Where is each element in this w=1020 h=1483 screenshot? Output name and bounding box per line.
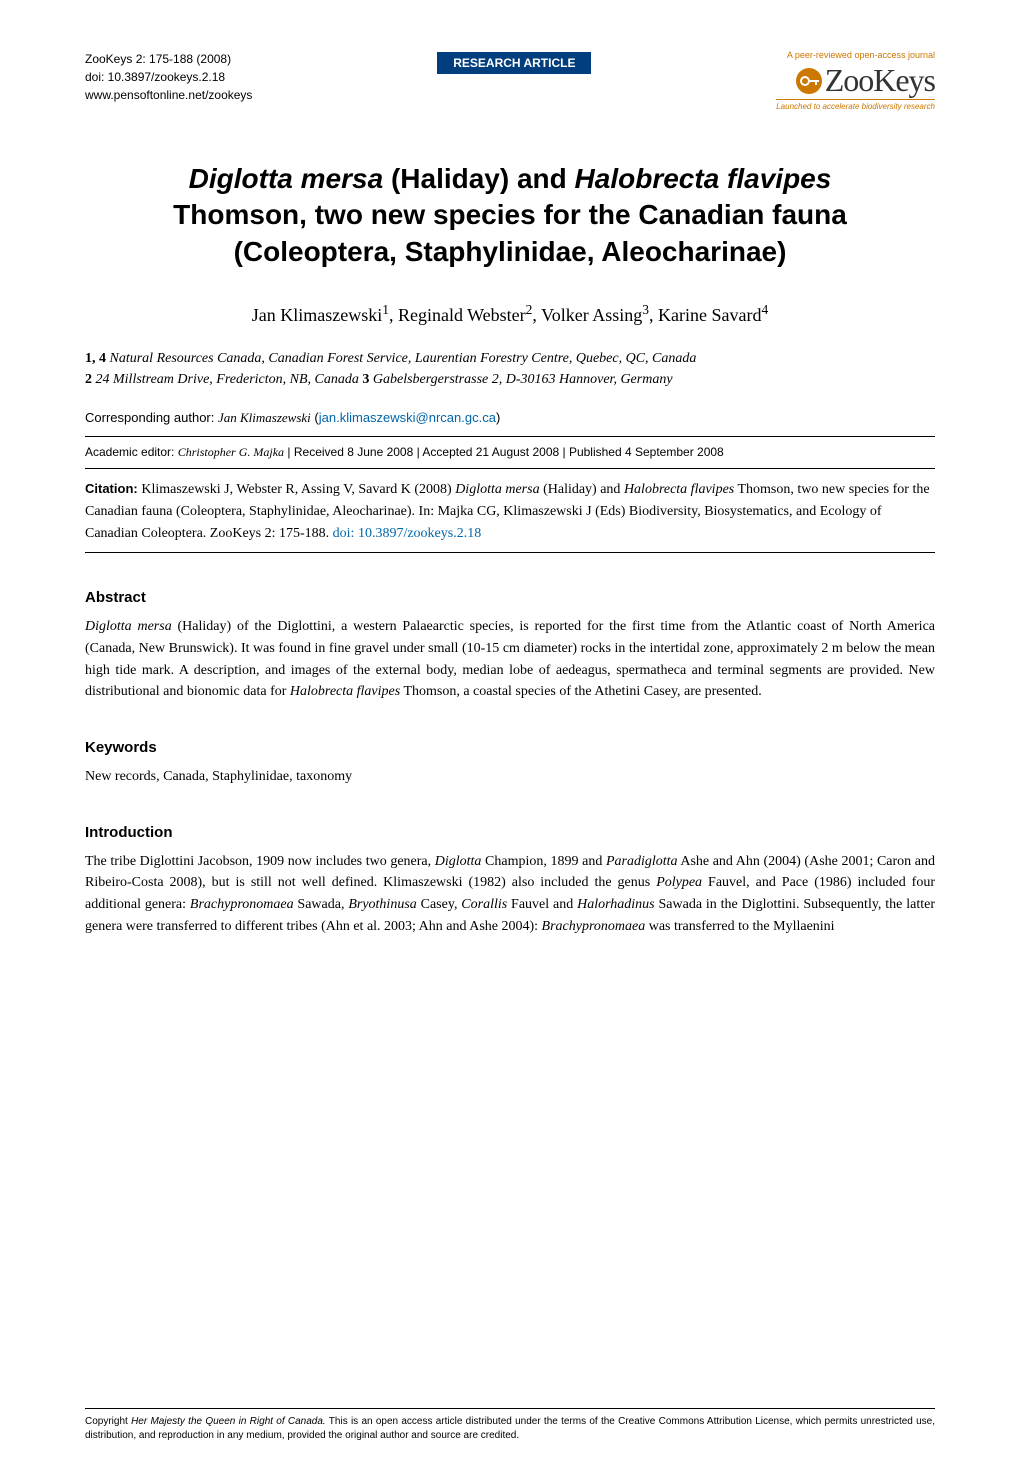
affil-text-3: Gabelsbergerstrasse 2, D-30163 Hannover,…	[369, 372, 672, 387]
affil-text-2: 24 Millstream Drive, Fredericton, NB, Ca…	[92, 372, 362, 387]
url-line: www.pensoftonline.net/zookeys	[85, 86, 252, 104]
corresponding-author: Corresponding author: Jan Klimaszewski (…	[85, 410, 935, 426]
citation-block: Citation: Klimaszewski J, Webster R, Ass…	[85, 479, 935, 544]
corresponding-email[interactable]: jan.klimaszewski@nrcan.gc.ca	[319, 410, 496, 425]
editor-label: Academic editor:	[85, 445, 178, 459]
abstract-italic-1: Diglotta mersa	[85, 619, 172, 634]
affil-num-2: 2	[85, 372, 92, 387]
intro-i8: Brachypronomaea	[542, 919, 646, 934]
affiliations: 1, 4 Natural Resources Canada, Canadian …	[85, 348, 935, 390]
author-1-sup: 1	[382, 302, 389, 317]
logo-tagline-top: A peer-reviewed open-access journal	[776, 50, 935, 60]
keywords-heading: Keywords	[85, 739, 935, 756]
title-line-3: (Coleoptera, Staphylinidae, Aleocharinae…	[234, 236, 787, 267]
intro-t7: Fauvel and	[507, 897, 577, 912]
author-4-sup: 4	[762, 302, 769, 317]
author-1: Jan Klimaszewski	[252, 305, 382, 325]
citation-italic-2: Halobrecta flavipes	[624, 482, 734, 497]
affil-num-1: 1, 4	[85, 351, 106, 366]
author-2-sup: 2	[526, 302, 533, 317]
editor-line: Academic editor: Christopher G. Majka | …	[85, 445, 935, 460]
title-italic-2: Halobrecta flavipes	[575, 163, 832, 194]
intro-i6: Corallis	[461, 897, 507, 912]
article-type-badge: RESEARCH ARTICLE	[437, 52, 591, 74]
author-2: Reginald Webster	[398, 305, 526, 325]
intro-i1: Diglotta	[435, 854, 482, 869]
title-italic-1: Diglotta mersa	[189, 163, 384, 194]
email-prefix: (	[311, 410, 319, 425]
editor-dates: | Received 8 June 2008 | Accepted 21 Aug…	[284, 445, 724, 459]
intro-t5: Sawada,	[294, 897, 349, 912]
affil-text-1: Natural Resources Canada, Canadian Fores…	[106, 351, 696, 366]
author-3: Volker Assing	[541, 305, 642, 325]
journal-logo: A peer-reviewed open-access journal ZooK…	[776, 50, 935, 111]
citation-italic-1: Diglotta mersa	[455, 482, 539, 497]
citation-mid-1: (Haliday) and	[540, 482, 624, 497]
footer: Copyright Her Majesty the Queen in Right…	[85, 1408, 935, 1443]
logo-main: ZooKeys	[776, 62, 935, 99]
citation-pre: Klimaszewski J, Webster R, Assing V, Sav…	[141, 482, 455, 497]
copyright-label: Copyright	[85, 1416, 131, 1427]
header-row: ZooKeys 2: 175-188 (2008) doi: 10.3897/z…	[85, 50, 935, 111]
citation-doi[interactable]: doi: 10.3897/zookeys.2.18	[333, 526, 482, 541]
intro-t2: Champion, 1899 and	[481, 854, 606, 869]
copyright-holder: Her Majesty the Queen in Right of Canada…	[131, 1416, 326, 1427]
divider-1	[85, 436, 935, 437]
intro-t6: Casey,	[417, 897, 462, 912]
editor-name: Christopher G. Majka	[178, 445, 284, 459]
introduction-heading: Introduction	[85, 824, 935, 841]
intro-i4: Brachypronomaea	[190, 897, 294, 912]
abstract-t2: Thomson, a coastal species of the Atheti…	[400, 684, 762, 699]
email-suffix: )	[496, 410, 500, 425]
footer-divider	[85, 1408, 935, 1409]
intro-i7: Halorhadinus	[577, 897, 655, 912]
intro-i2: Paradiglotta	[606, 854, 678, 869]
intro-t9: was transferred to the Myllaenini	[645, 919, 834, 934]
journal-line: ZooKeys 2: 175-188 (2008)	[85, 50, 252, 68]
author-4: Karine Savard	[658, 305, 761, 325]
abstract-text: Diglotta mersa (Haliday) of the Diglotti…	[85, 616, 935, 703]
article-title: Diglotta mersa (Haliday) and Halobrecta …	[85, 161, 935, 270]
footer-text: Copyright Her Majesty the Queen in Right…	[85, 1415, 935, 1443]
logo-tagline: Launched to accelerate biodiversity rese…	[776, 99, 935, 111]
doi-line: doi: 10.3897/zookeys.2.18	[85, 68, 252, 86]
authors-line: Jan Klimaszewski1, Reginald Webster2, Vo…	[85, 302, 935, 326]
divider-3	[85, 552, 935, 553]
corresponding-label: Corresponding author:	[85, 410, 218, 425]
intro-i3: Polypea	[656, 875, 702, 890]
divider-2	[85, 468, 935, 469]
keywords-text: New records, Canada, Staphylinidae, taxo…	[85, 766, 935, 788]
author-3-sup: 3	[642, 302, 649, 317]
title-plain-1: (Haliday) and	[383, 163, 574, 194]
abstract-heading: Abstract	[85, 589, 935, 606]
title-line-2: Thomson, two new species for the Canadia…	[173, 199, 847, 230]
abstract-italic-2: Halobrecta flavipes	[290, 684, 400, 699]
intro-t1: The tribe Diglottini Jacobson, 1909 now …	[85, 854, 435, 869]
key-icon	[795, 67, 823, 95]
citation-label: Citation:	[85, 481, 141, 496]
logo-text: ZooKeys	[825, 62, 935, 99]
journal-meta: ZooKeys 2: 175-188 (2008) doi: 10.3897/z…	[85, 50, 252, 104]
introduction-text: The tribe Diglottini Jacobson, 1909 now …	[85, 851, 935, 938]
corresponding-name: Jan Klimaszewski	[218, 410, 311, 425]
intro-i5: Bryothinusa	[348, 897, 416, 912]
